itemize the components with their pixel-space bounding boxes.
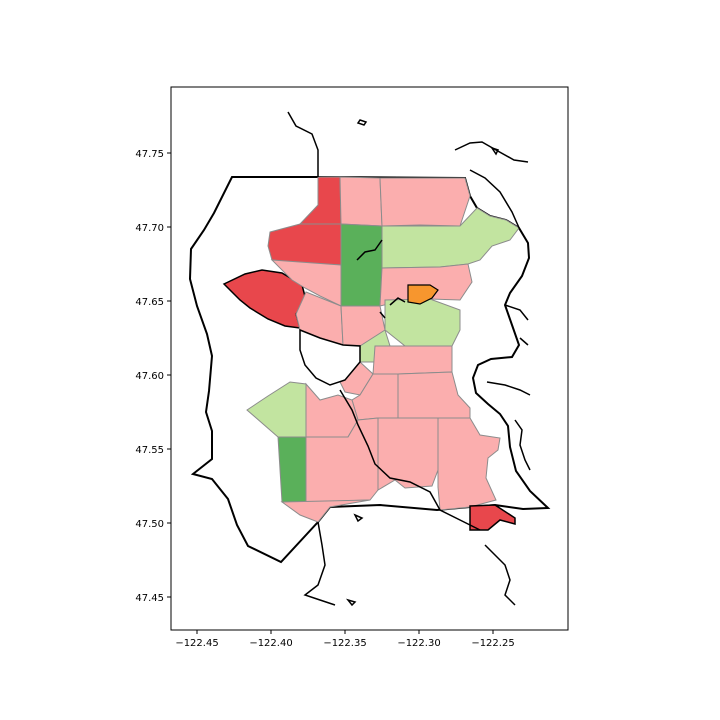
coastline-east bbox=[454, 141, 529, 231]
x-tick-label: −122.30 bbox=[397, 638, 440, 649]
outer-boundary-line bbox=[188, 176, 551, 564]
district-red-northwest bbox=[267, 223, 342, 266]
district-lightred-sw bbox=[280, 499, 371, 523]
plot-frame bbox=[170, 86, 569, 631]
district-lightred-n1 bbox=[339, 176, 383, 227]
coastline-north bbox=[287, 111, 319, 177]
islands bbox=[303, 119, 516, 607]
x-tick-label: −122.40 bbox=[249, 638, 292, 649]
district-lightred-rainier bbox=[377, 417, 439, 491]
x-axis: −122.45 −122.40 −122.35 −122.30 −122.25 bbox=[175, 630, 515, 649]
island-4 bbox=[345, 598, 357, 607]
y-tick-label: 47.50 bbox=[135, 519, 164, 530]
coastline-south-east bbox=[484, 544, 516, 606]
y-tick-label: 47.65 bbox=[135, 297, 164, 308]
plot-area: −122.45 −122.40 −122.35 −122.30 −122.25 … bbox=[135, 86, 569, 649]
y-axis: 47.75 47.70 47.65 47.60 47.55 47.50 47.4… bbox=[135, 149, 171, 604]
x-tick-label: −122.25 bbox=[471, 638, 514, 649]
water-features bbox=[299, 239, 481, 531]
district-lightgreen-cap bbox=[384, 298, 461, 347]
district-green-dark bbox=[340, 223, 383, 307]
district-orange-uw bbox=[407, 284, 439, 305]
y-tick-label: 47.60 bbox=[135, 371, 164, 382]
elliott-bay bbox=[299, 328, 361, 386]
district-lightred-se bbox=[437, 417, 501, 511]
coastline-south bbox=[303, 521, 336, 606]
lake-union-line bbox=[356, 239, 406, 319]
x-tick-label: −122.35 bbox=[323, 638, 366, 649]
y-tick-label: 47.45 bbox=[135, 593, 164, 604]
district-lightred-n2 bbox=[379, 177, 471, 227]
district-lightred-wmid bbox=[270, 259, 342, 307]
district-lightred-cd bbox=[372, 345, 453, 375]
y-tick-label: 47.55 bbox=[135, 445, 164, 456]
district-red-southeast bbox=[469, 504, 516, 531]
island-1 bbox=[356, 119, 368, 126]
coastlines bbox=[287, 111, 531, 471]
coastline-east-lower bbox=[486, 304, 531, 471]
y-tick-label: 47.70 bbox=[135, 223, 164, 234]
island-3 bbox=[353, 513, 364, 523]
duwamish-river bbox=[339, 389, 481, 531]
y-tick-label: 47.75 bbox=[135, 149, 164, 160]
x-tick-label: −122.45 bbox=[175, 638, 218, 649]
island-2 bbox=[490, 146, 500, 156]
district-green-wsea bbox=[277, 436, 307, 503]
districts bbox=[246, 176, 520, 531]
